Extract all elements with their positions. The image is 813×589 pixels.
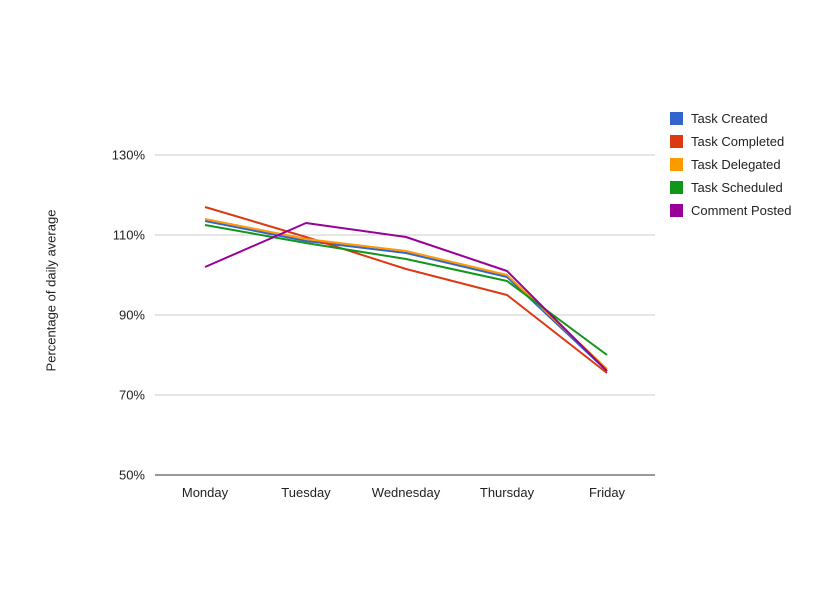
x-tick-label: Tuesday	[281, 485, 331, 500]
y-axis-title: Percentage of daily average	[43, 209, 59, 372]
y-tick-label: 50%	[119, 468, 145, 483]
legend: Task Created Task Completed Task Delegated…	[670, 107, 791, 222]
y-tick-label: 130%	[112, 148, 146, 163]
legend-swatch	[670, 112, 683, 125]
x-tick-label: Wednesday	[372, 485, 441, 500]
legend-item: Task Created	[670, 107, 791, 130]
legend-label: Task Completed	[691, 134, 785, 149]
series-line	[204, 222, 608, 372]
x-tick-label: Monday	[182, 485, 229, 500]
legend-label: Task Delegated	[691, 157, 781, 172]
legend-label: Comment Posted	[691, 203, 792, 218]
series-line	[204, 224, 608, 356]
legend-item: Task Delegated	[670, 153, 791, 176]
x-tick-label: Thursday	[480, 485, 535, 500]
series-line	[204, 220, 608, 372]
legend-label: Task Scheduled	[691, 180, 783, 195]
y-tick-label: 70%	[119, 388, 145, 403]
legend-item: Task Completed	[670, 130, 791, 153]
x-tick-label: Friday	[589, 485, 626, 500]
y-tick-label: 110%	[113, 228, 146, 243]
legend-item: Comment Posted	[670, 199, 791, 222]
legend-swatch	[670, 158, 683, 171]
legend-swatch	[670, 204, 683, 217]
legend-swatch	[670, 135, 683, 148]
series-line	[204, 206, 608, 374]
legend-swatch	[670, 181, 683, 194]
legend-label: Task Created	[691, 111, 768, 126]
legend-item: Task Scheduled	[670, 176, 791, 199]
y-tick-label: 90%	[119, 308, 145, 323]
